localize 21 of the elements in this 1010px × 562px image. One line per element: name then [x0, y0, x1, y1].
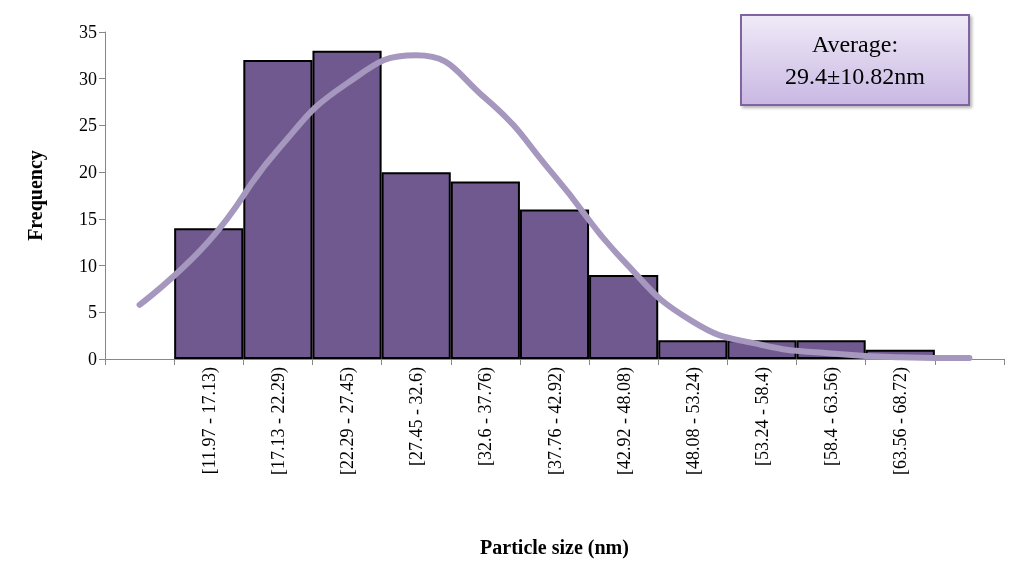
x-tick-label: [37.76 - 42.92) [544, 367, 566, 475]
x-tick-label: [58.4 - 63.56) [821, 367, 843, 466]
y-tick-label: 5 [88, 302, 97, 323]
x-tick-label: [11.97 - 17.13) [198, 367, 220, 475]
x-tick-label: [27.45 - 32.6) [406, 367, 428, 466]
x-tick-label: [17.13 - 22.29) [267, 367, 289, 475]
y-axis-title: Frequency [24, 150, 47, 241]
x-tick-label: [32.6 - 37.76) [475, 367, 497, 466]
x-tick-label: [53.24 - 58.4) [751, 367, 773, 466]
y-tick-label: 10 [79, 255, 97, 276]
y-tick-label: 35 [79, 22, 97, 42]
y-tick-label: 15 [79, 208, 97, 229]
x-tick-label: [42.92 - 48.08) [613, 367, 635, 475]
x-tick-label: [63.56 - 68.72) [890, 367, 912, 475]
x-tick-label: [48.08 - 53.24) [682, 367, 704, 475]
x-axis-title: Particle size (nm) [480, 536, 629, 559]
x-tick-label: [22.29 - 27.45) [337, 367, 359, 475]
y-tick-label: 20 [79, 162, 97, 183]
y-tick-label: 30 [79, 68, 97, 89]
y-tick-label: 25 [79, 115, 97, 136]
y-tick-label: 0 [88, 349, 97, 369]
